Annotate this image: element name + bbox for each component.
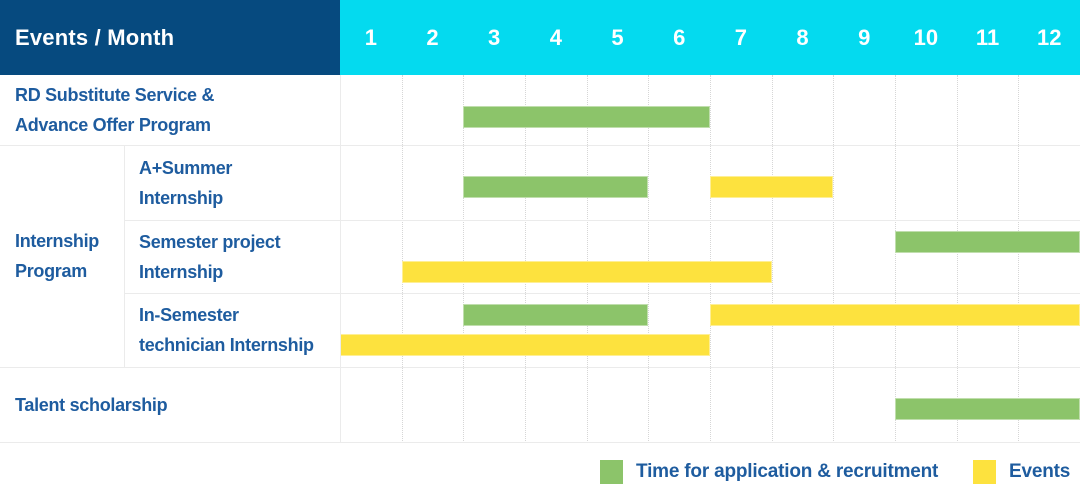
month-header-cell: 8	[796, 24, 809, 50]
month-header-cell: 1	[364, 24, 377, 50]
row-label-line: A+Summer	[139, 157, 233, 178]
legend-item-application: Time for application & recruitment	[600, 460, 938, 484]
header-title-cell: Events / Month	[0, 0, 340, 75]
grid-line	[525, 75, 526, 443]
row-label-internship-group: Internship Program	[0, 145, 124, 367]
grid-line	[463, 75, 465, 443]
gantt-bar-events	[401, 261, 772, 283]
row-label-line: Program	[15, 261, 87, 281]
grid-line	[1018, 75, 1020, 443]
row-label-line: Talent scholarship	[15, 395, 168, 415]
row-label-line: Internship	[139, 261, 224, 282]
row-label-talent: Talent scholarship	[0, 367, 340, 443]
gantt-bar-application	[895, 231, 1080, 253]
month-header-cell: 3	[488, 24, 501, 50]
row-label-line: Internship	[15, 231, 100, 251]
divider	[0, 367, 1080, 368]
grid-line	[710, 75, 711, 443]
divider	[340, 75, 341, 443]
row-label-line: technician Internship	[139, 335, 314, 355]
row-label-line: Advance Offer Program	[15, 115, 211, 135]
header-title: Events / Month	[15, 24, 175, 50]
divider	[124, 220, 1080, 221]
gantt-bar-application	[895, 398, 1080, 420]
row-label-line: In-Semester	[139, 305, 239, 325]
grid-line	[771, 75, 773, 443]
month-header-cell: 5	[611, 24, 624, 50]
gantt-bar-application	[463, 106, 710, 128]
yellow-swatch-icon	[973, 460, 996, 484]
row-label-a-plus-summer: A+Summer Internship	[124, 145, 340, 220]
row-label-line: RD Substitute Service &	[15, 85, 215, 105]
month-header-cell: 11	[975, 24, 1000, 50]
divider	[124, 145, 125, 367]
grid-line	[648, 75, 650, 443]
grid-line	[895, 75, 896, 443]
grid-line	[586, 75, 588, 443]
row-label-rd-program: RD Substitute Service & Advance Offer Pr…	[0, 75, 340, 145]
divider	[124, 293, 1080, 294]
month-header-cell: 2	[426, 24, 439, 50]
row-label-in-semester: In-Semester technician Internship	[124, 293, 340, 367]
row-label-semester-project: Semester project Internship	[124, 220, 340, 293]
legend-item-events: Events	[973, 460, 1070, 484]
gantt-bar-application	[463, 176, 649, 198]
gantt-bar-events	[340, 334, 710, 356]
grid-line	[833, 75, 835, 443]
month-header-cell: 6	[673, 24, 686, 50]
month-header: 1 2 3 4 5 6 7 8 9 10 11 12	[340, 0, 1080, 75]
gantt-bar-events	[710, 176, 834, 198]
gantt-bar-events	[710, 304, 1080, 326]
gantt-bar-application	[463, 304, 649, 326]
grid-line	[401, 75, 403, 443]
legend: Time for application & recruitment Event…	[0, 443, 1080, 494]
month-header-cell: 10	[913, 24, 939, 50]
month-header-cell: 12	[1036, 24, 1062, 50]
month-header-cell: 7	[734, 24, 747, 50]
gantt-grid	[340, 75, 1080, 443]
table-body: RD Substitute Service & Advance Offer Pr…	[0, 75, 1080, 443]
row-label-line: Internship	[139, 187, 224, 208]
legend-label-application: Time for application & recruitment	[636, 461, 939, 482]
month-header-cell: 9	[858, 24, 871, 50]
grid-line	[956, 75, 958, 443]
row-label-line: Semester project	[139, 231, 281, 252]
divider	[0, 145, 1080, 146]
green-swatch-icon	[600, 460, 623, 484]
month-header-cell: 4	[549, 24, 562, 50]
legend-label-events: Events	[1009, 461, 1071, 482]
divider	[0, 442, 1080, 443]
